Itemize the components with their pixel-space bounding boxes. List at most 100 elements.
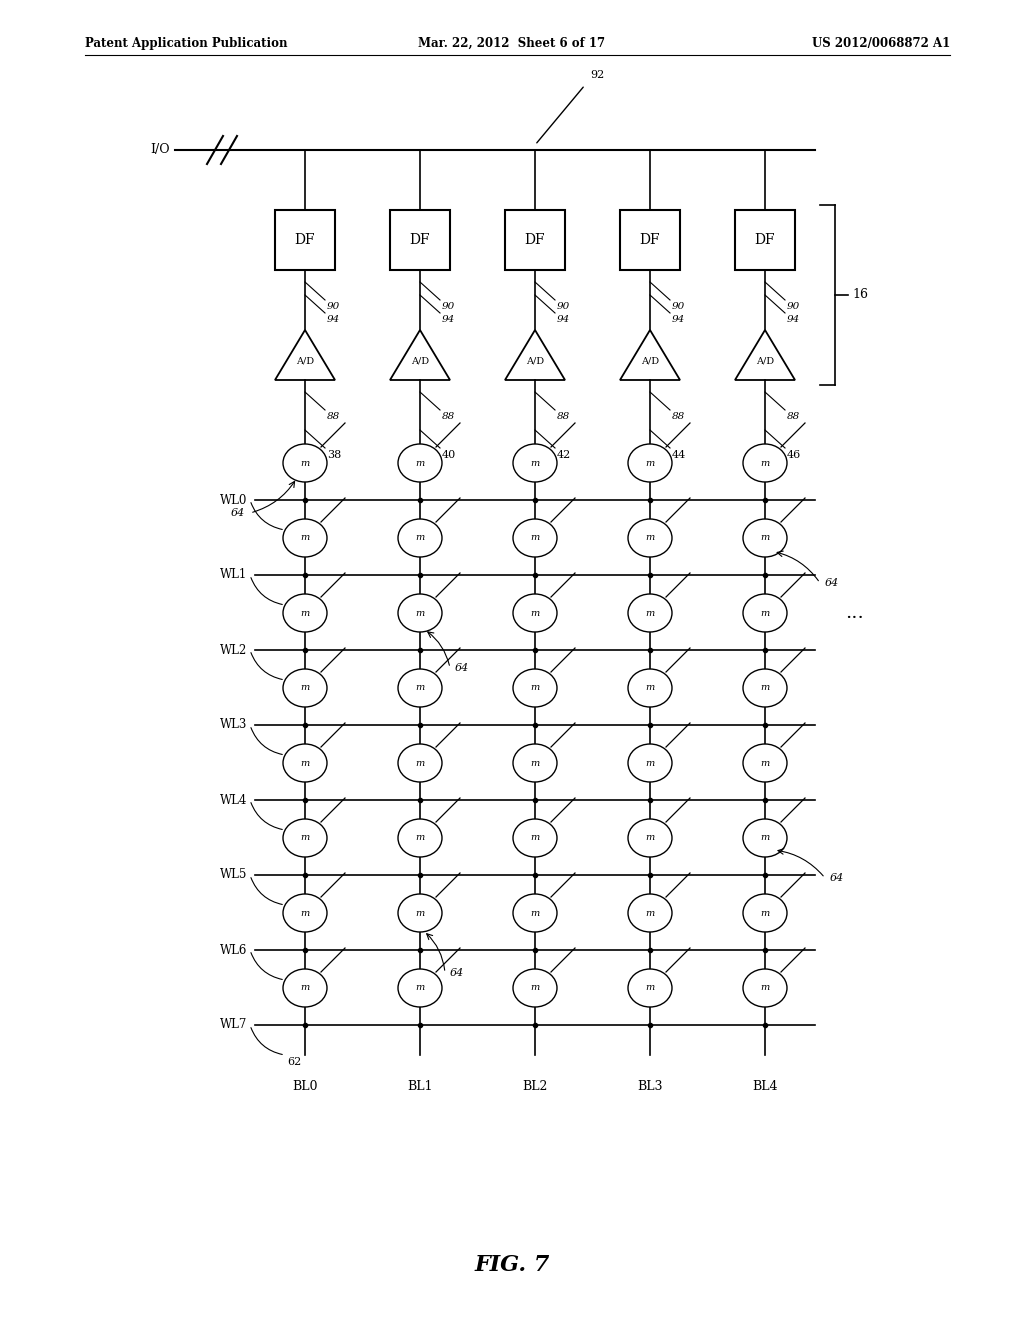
Text: m: m	[645, 833, 654, 842]
Ellipse shape	[628, 818, 672, 857]
Text: 56: 56	[287, 832, 301, 842]
Text: 88: 88	[557, 412, 570, 421]
Ellipse shape	[743, 894, 787, 932]
Text: m: m	[300, 684, 309, 693]
Text: m: m	[645, 684, 654, 693]
Text: m: m	[645, 983, 654, 993]
Text: 60: 60	[287, 982, 301, 993]
Text: m: m	[300, 833, 309, 842]
Text: 64: 64	[830, 873, 844, 883]
Text: 64: 64	[450, 968, 464, 978]
Text: 46: 46	[787, 450, 801, 459]
Text: m: m	[530, 833, 540, 842]
Ellipse shape	[283, 669, 327, 708]
Ellipse shape	[743, 969, 787, 1007]
Text: m: m	[530, 458, 540, 467]
Text: 48: 48	[287, 532, 301, 543]
Text: m: m	[645, 759, 654, 767]
Ellipse shape	[283, 444, 327, 482]
Polygon shape	[505, 330, 565, 380]
Text: US 2012/0068872 A1: US 2012/0068872 A1	[812, 37, 950, 50]
Ellipse shape	[283, 818, 327, 857]
Text: DF: DF	[295, 234, 315, 247]
Polygon shape	[390, 330, 450, 380]
Ellipse shape	[628, 444, 672, 482]
Ellipse shape	[283, 594, 327, 632]
Text: 92: 92	[590, 70, 604, 81]
Text: m: m	[416, 458, 425, 467]
Ellipse shape	[513, 894, 557, 932]
Text: A/D: A/D	[641, 356, 659, 366]
Text: m: m	[300, 908, 309, 917]
Text: BL0: BL0	[292, 1080, 317, 1093]
Text: m: m	[416, 759, 425, 767]
Ellipse shape	[743, 444, 787, 482]
Ellipse shape	[513, 519, 557, 557]
Text: 94: 94	[442, 315, 456, 323]
Text: 94: 94	[557, 315, 570, 323]
Text: m: m	[530, 533, 540, 543]
Text: 62: 62	[287, 1057, 301, 1067]
Text: m: m	[530, 983, 540, 993]
Text: m: m	[530, 908, 540, 917]
Text: BL3: BL3	[637, 1080, 663, 1093]
Ellipse shape	[513, 969, 557, 1007]
Text: m: m	[645, 458, 654, 467]
Polygon shape	[735, 330, 795, 380]
Text: A/D: A/D	[526, 356, 544, 366]
Ellipse shape	[398, 818, 442, 857]
Text: m: m	[416, 983, 425, 993]
Bar	[620, 210, 680, 271]
Text: 64: 64	[230, 508, 245, 517]
Ellipse shape	[513, 818, 557, 857]
Ellipse shape	[398, 519, 442, 557]
Text: m: m	[761, 833, 770, 842]
Bar	[390, 210, 450, 271]
Text: DF: DF	[410, 234, 430, 247]
Text: m: m	[645, 533, 654, 543]
Text: WL6: WL6	[219, 944, 247, 957]
Text: m: m	[761, 908, 770, 917]
Ellipse shape	[628, 744, 672, 781]
Text: 90: 90	[327, 302, 340, 312]
Text: m: m	[530, 684, 540, 693]
Text: m: m	[300, 983, 309, 993]
Text: 64: 64	[455, 663, 469, 673]
Text: WL3: WL3	[219, 718, 247, 731]
Text: 42: 42	[557, 450, 571, 459]
Text: 54: 54	[287, 756, 301, 767]
Text: m: m	[761, 533, 770, 543]
Polygon shape	[620, 330, 680, 380]
Text: m: m	[530, 609, 540, 618]
Text: ...: ...	[845, 605, 864, 622]
Text: m: m	[645, 609, 654, 618]
Text: WL7: WL7	[219, 1019, 247, 1031]
Ellipse shape	[743, 744, 787, 781]
Text: WL4: WL4	[219, 793, 247, 807]
Text: A/D: A/D	[296, 356, 314, 366]
Ellipse shape	[513, 594, 557, 632]
Text: BL1: BL1	[408, 1080, 433, 1093]
Text: m: m	[416, 533, 425, 543]
Text: 94: 94	[672, 315, 685, 323]
Text: WL2: WL2	[220, 644, 247, 656]
Text: m: m	[416, 609, 425, 618]
Text: m: m	[761, 458, 770, 467]
Text: 90: 90	[672, 302, 685, 312]
Text: WL1: WL1	[220, 569, 247, 582]
Ellipse shape	[628, 594, 672, 632]
Text: BL2: BL2	[522, 1080, 548, 1093]
Text: Patent Application Publication: Patent Application Publication	[85, 37, 288, 50]
Text: 88: 88	[672, 412, 685, 421]
Ellipse shape	[628, 519, 672, 557]
Text: m: m	[645, 908, 654, 917]
Text: 64: 64	[825, 578, 840, 587]
Ellipse shape	[743, 594, 787, 632]
Text: m: m	[761, 609, 770, 618]
Text: m: m	[416, 908, 425, 917]
Text: m: m	[761, 759, 770, 767]
Text: 44: 44	[672, 450, 686, 459]
Text: 52: 52	[287, 682, 301, 692]
Text: DF: DF	[755, 234, 775, 247]
Text: 88: 88	[442, 412, 456, 421]
